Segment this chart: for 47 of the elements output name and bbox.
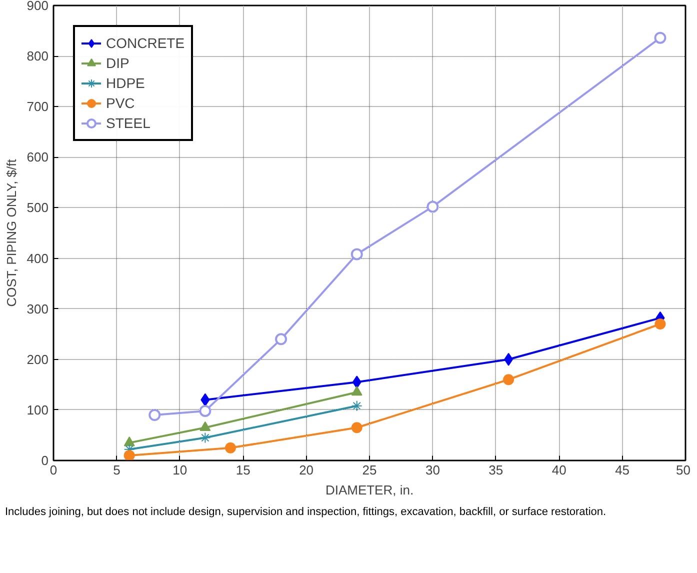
legend-label: STEEL [106, 115, 150, 131]
x-tick-label: 25 [362, 462, 377, 478]
x-tick-label: 35 [488, 462, 504, 478]
text: Includes joining, but does not include design, supervision and inspection, fittings, excavation, backfill, or surface restoration. [5, 505, 606, 520]
y-tick-label: 200 [26, 352, 49, 367]
y-tick-label: 100 [26, 402, 49, 418]
x-axis-title: DIAMETER, in. [325, 482, 414, 498]
y-tick-label: 600 [26, 150, 49, 165]
x-tick-label: 20 [299, 462, 314, 478]
x-tick-label: 50 [676, 462, 691, 478]
point [200, 393, 210, 406]
x-tick-label: 30 [425, 462, 440, 478]
x-tick-label: 5 [113, 462, 120, 478]
point [351, 400, 362, 412]
point [654, 32, 666, 44]
point [224, 442, 236, 454]
x-tick-label: 10 [172, 462, 188, 478]
point [352, 376, 362, 389]
y-tick-label: 500 [26, 200, 49, 216]
y-tick-label: 900 [26, 0, 49, 13]
x-tick-label: 45 [615, 462, 630, 478]
y-tick-label: 800 [26, 48, 49, 64]
legend-label: HDPE [106, 75, 145, 91]
point [654, 318, 666, 330]
legend-label: DIP [106, 55, 130, 71]
point [200, 421, 211, 432]
legend-label: PVC [106, 95, 135, 111]
point [148, 409, 161, 421]
y-tick-label: 700 [26, 99, 49, 114]
y-tick-label: 400 [26, 250, 49, 266]
y-axis-title: COST, PIPING ONLY, $/ft [4, 158, 19, 307]
point [351, 422, 362, 434]
point [350, 248, 363, 260]
point [200, 432, 211, 444]
y-tick-label: 0 [41, 453, 49, 468]
point [504, 352, 514, 366]
legend-label: CONCRETE [106, 35, 185, 51]
point [275, 333, 288, 346]
y-tick-label: 300 [26, 301, 49, 316]
point [124, 436, 135, 446]
point [351, 386, 362, 396]
point [426, 200, 439, 213]
point [199, 404, 212, 417]
point [503, 374, 514, 386]
x-tick-label: 40 [552, 462, 566, 478]
point [124, 450, 135, 460]
x-tick-label: 15 [236, 462, 250, 478]
